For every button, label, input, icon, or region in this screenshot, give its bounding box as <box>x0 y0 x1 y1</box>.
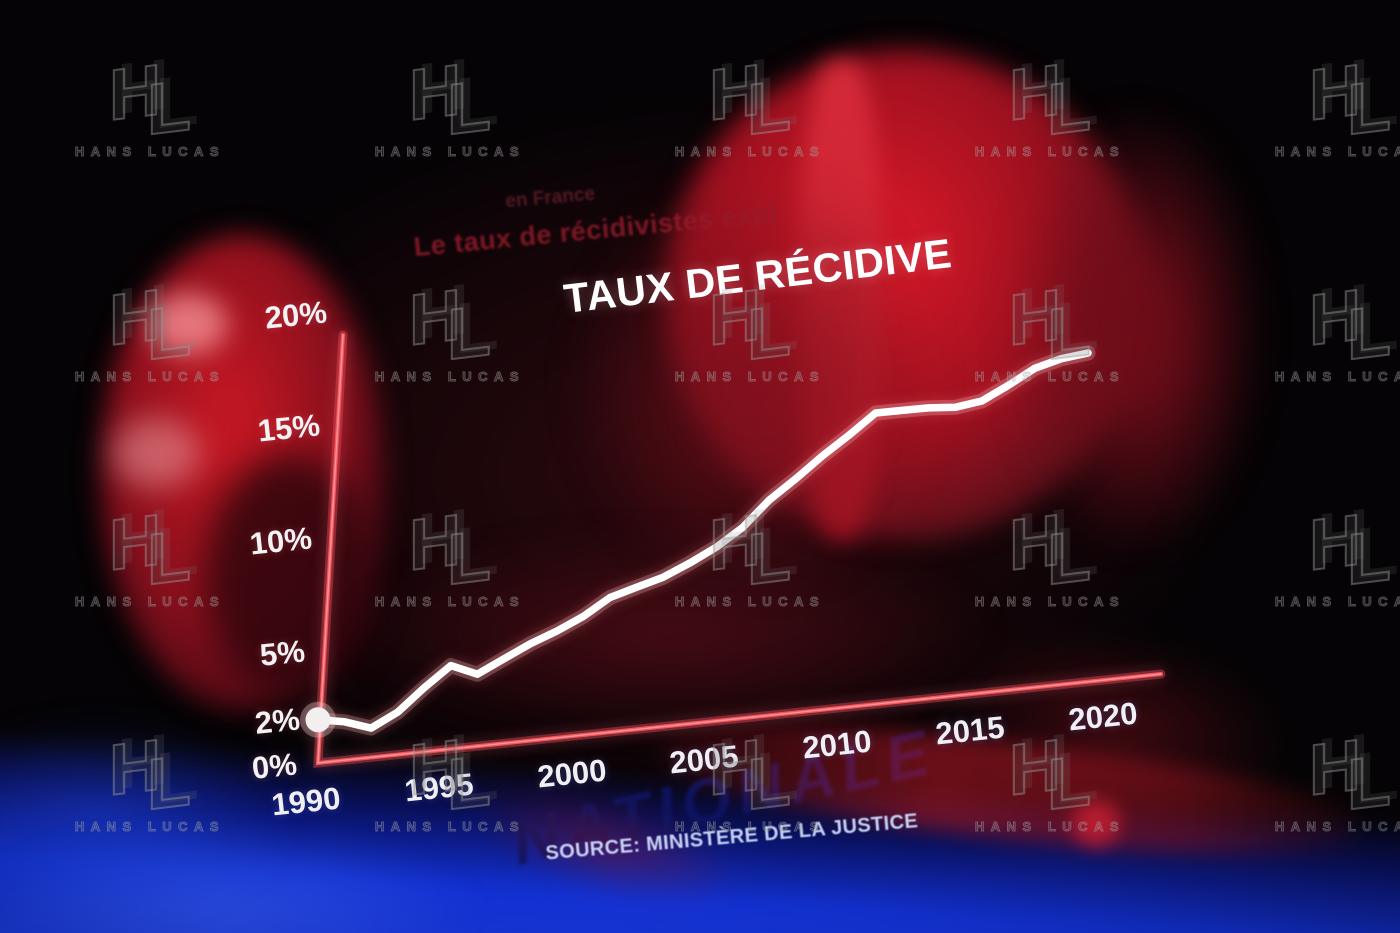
chart-axis-glow <box>313 330 1166 769</box>
chart-axis <box>315 333 1163 766</box>
curve-start-marker <box>305 707 331 733</box>
chart-axis-highlight <box>317 334 1162 764</box>
recidivism-curve-halo <box>310 345 1096 736</box>
